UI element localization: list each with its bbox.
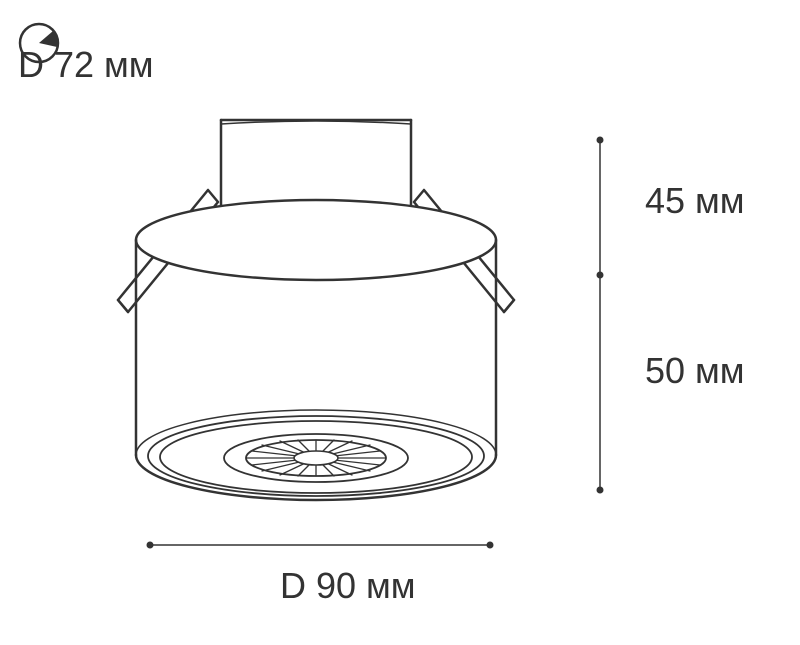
reflector	[224, 434, 408, 482]
diameter-dimension	[147, 542, 494, 549]
height-lower-label: 50 мм	[645, 350, 745, 392]
diagram-canvas: D 72 мм	[0, 0, 800, 645]
fixture-drawing	[0, 0, 800, 645]
height-dimension	[597, 137, 604, 494]
outer-diameter-label: D 90 мм	[280, 565, 416, 607]
height-upper-label: 45 мм	[645, 180, 745, 222]
